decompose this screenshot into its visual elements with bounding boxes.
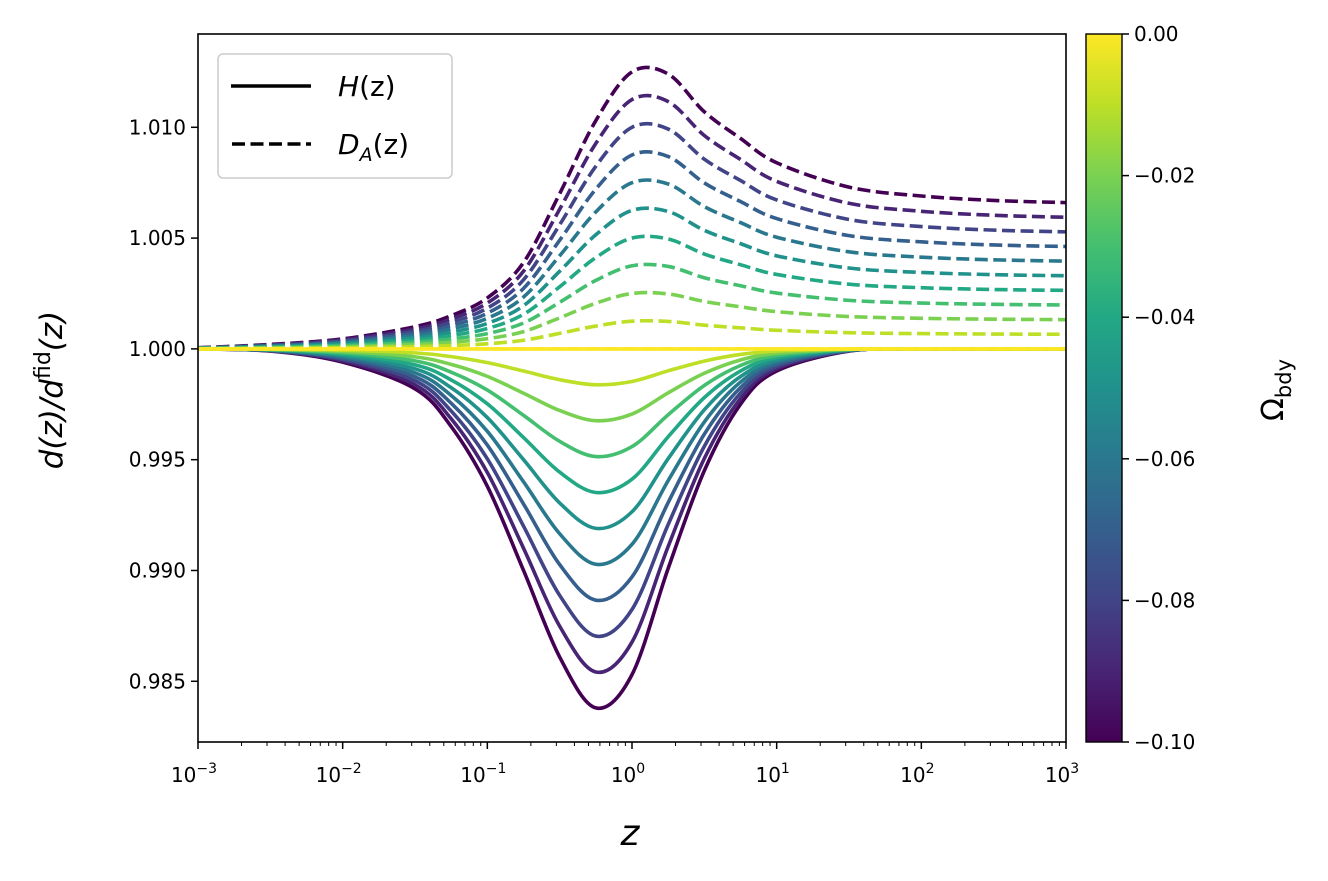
y-label-main: d(z)/d xyxy=(34,379,70,470)
x-tick-base: 10 xyxy=(316,763,341,787)
da-curve-5 xyxy=(198,206,1066,351)
x-tick-base: 10 xyxy=(1045,763,1070,787)
y-axis: 1.010 1.005 1.000 0.995 0.990 0.985 xyxy=(129,115,198,693)
da-curve-9 xyxy=(198,318,1066,351)
x-tick-exp: −2 xyxy=(341,761,362,777)
y-axis-label: d(z)/dfid(z) xyxy=(31,311,70,470)
x-tick-exp: 2 xyxy=(926,761,935,777)
y-label-tail: (z) xyxy=(34,311,70,351)
da-curve-8 xyxy=(198,290,1066,351)
legend-da-main: D xyxy=(338,128,360,161)
legend-da-tail: (z) xyxy=(373,128,410,161)
legend-da-sub: A xyxy=(358,144,373,166)
x-axis: 10−3 10−2 10−1 100 101 102 103 xyxy=(171,742,1079,787)
h-curve-7 xyxy=(198,347,1066,459)
legend-label-da: DA(z) xyxy=(338,128,409,166)
h-curve-6 xyxy=(198,347,1066,495)
y-tick-label: 0.985 xyxy=(129,669,186,693)
y-label-sup: fid xyxy=(31,351,56,379)
x-tick-exp: −3 xyxy=(196,761,217,777)
x-tick-base: 10 xyxy=(171,763,196,787)
legend-label-h: H(z) xyxy=(338,70,396,103)
x-tick-base: 10 xyxy=(900,763,925,787)
da-curve-3 xyxy=(198,150,1066,350)
x-tick-exp: 0 xyxy=(636,761,645,777)
da-curve-0 xyxy=(198,65,1066,350)
da-curve-1 xyxy=(198,93,1066,350)
colorbar-label-main: Ω xyxy=(1256,398,1291,421)
h-curve-2 xyxy=(198,346,1066,639)
colorbar-label-sub: bdy xyxy=(1272,359,1296,398)
legend-box xyxy=(217,53,453,179)
x-tick-base: 10 xyxy=(611,763,636,787)
colorbar-tick-label: 0.00 xyxy=(1134,22,1179,46)
colorbar-tick-label: −0.04 xyxy=(1134,305,1195,329)
da-curve-7 xyxy=(198,262,1066,351)
legend: H(z) DA(z) xyxy=(217,53,453,179)
x-tick-label: 102 xyxy=(900,761,934,787)
curves xyxy=(198,65,1066,711)
colorbar-label: Ωbdy xyxy=(1256,359,1296,421)
x-tick-label: 101 xyxy=(755,761,789,787)
h-curve-3 xyxy=(198,346,1066,603)
x-tick-label: 103 xyxy=(1045,761,1079,787)
h-curve-5 xyxy=(198,347,1066,531)
y-tick-label: 1.005 xyxy=(129,226,186,250)
colorbar-tick-label: −0.02 xyxy=(1134,164,1195,188)
x-axis-label: z xyxy=(620,813,641,854)
x-tick-base: 10 xyxy=(755,763,780,787)
x-tick-exp: −1 xyxy=(486,761,507,777)
x-tick-label: 10−1 xyxy=(460,761,506,787)
x-tick-label: 10−2 xyxy=(316,761,362,787)
legend-h-tail: (z) xyxy=(359,70,396,103)
h-curve-0 xyxy=(198,346,1066,711)
y-tick-label: 1.010 xyxy=(129,115,186,139)
y-tick-label: 1.000 xyxy=(129,337,186,361)
legend-h-main: H xyxy=(338,70,359,103)
da-curve-2 xyxy=(198,121,1066,350)
y-tick-label: 0.995 xyxy=(129,448,186,472)
colorbar-tick-label: −0.06 xyxy=(1134,447,1195,471)
colorbar-ticks: 0.00 −0.02 −0.04 −0.06 −0.08 −0.10 xyxy=(1122,22,1195,754)
colorbar-tick-label: −0.10 xyxy=(1134,730,1195,754)
y-tick-label: 0.990 xyxy=(129,558,186,582)
x-tick-label: 100 xyxy=(611,761,645,787)
da-curve-6 xyxy=(198,234,1066,351)
colorbar-gradient xyxy=(1085,33,1123,743)
x-tick-base: 10 xyxy=(460,763,485,787)
x-tick-exp: 1 xyxy=(781,761,790,777)
da-curve-4 xyxy=(198,178,1066,351)
x-tick-label: 10−3 xyxy=(171,761,217,787)
colorbar-tick-label: −0.08 xyxy=(1134,588,1195,612)
colorbar: 0.00 −0.02 −0.04 −0.06 −0.08 −0.10 Ωbdy xyxy=(1085,22,1296,754)
x-tick-exp: 3 xyxy=(1070,761,1079,777)
